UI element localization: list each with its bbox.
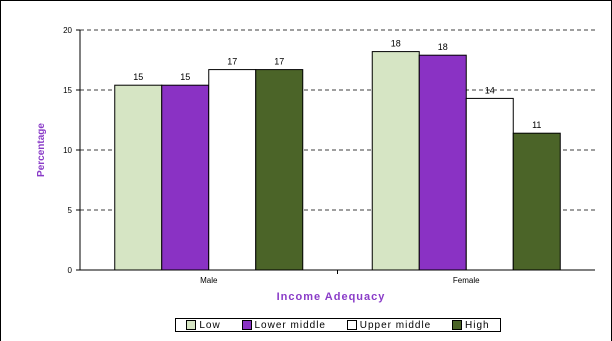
- bar-female-lower-middle: [418, 54, 467, 271]
- legend-item: Lower middle: [241, 319, 326, 331]
- axes: [79, 30, 595, 271]
- data-label: 11: [532, 120, 541, 130]
- bars: [114, 51, 561, 271]
- bar-male-upper-middle: [208, 69, 257, 271]
- legend-swatch: [241, 320, 252, 330]
- y-tick-label: 20: [63, 26, 72, 35]
- y-tick-label: 0: [68, 266, 73, 275]
- bar-female-low: [371, 51, 420, 271]
- y-tick-label: 15: [63, 86, 72, 95]
- data-label: 15: [133, 72, 143, 82]
- data-label: 18: [438, 42, 448, 52]
- bar-female-high: [512, 132, 561, 271]
- data-label: 17: [274, 57, 284, 67]
- x-axis-title: Income Adequacy: [277, 291, 386, 303]
- bar-male-high: [255, 69, 304, 271]
- legend: Low Lower middle Upper middle High: [175, 318, 501, 332]
- legend-label: Lower middle: [254, 319, 326, 331]
- legend-swatch: [186, 320, 197, 330]
- x-tick-label: Female: [453, 276, 480, 285]
- legend-label: Low: [199, 319, 221, 331]
- labels: 0 5 10 15 20 15 15 17 17 Male 18 18 14 11 Female: [63, 26, 541, 285]
- legend-swatch: [346, 320, 357, 330]
- data-label: 14: [485, 85, 495, 95]
- legend-item: Low: [186, 320, 220, 331]
- x-tick-label: Male: [200, 276, 218, 285]
- legend-item: High: [452, 320, 490, 331]
- legend-item: Upper middle: [346, 319, 432, 331]
- y-tick-label: 5: [68, 206, 73, 215]
- legend-label: High: [465, 319, 490, 331]
- data-label: 18: [391, 39, 401, 49]
- data-label: 15: [180, 72, 190, 82]
- y-axis-title: Percentage: [36, 123, 47, 177]
- bar-male-low: [114, 84, 163, 271]
- legend-swatch: [452, 320, 462, 330]
- bar-male-lower-middle: [161, 84, 210, 271]
- data-label: 17: [227, 57, 237, 67]
- bar-female-upper-middle: [465, 97, 514, 271]
- legend-label: Upper middle: [359, 319, 432, 331]
- y-tick-label: 10: [63, 146, 72, 155]
